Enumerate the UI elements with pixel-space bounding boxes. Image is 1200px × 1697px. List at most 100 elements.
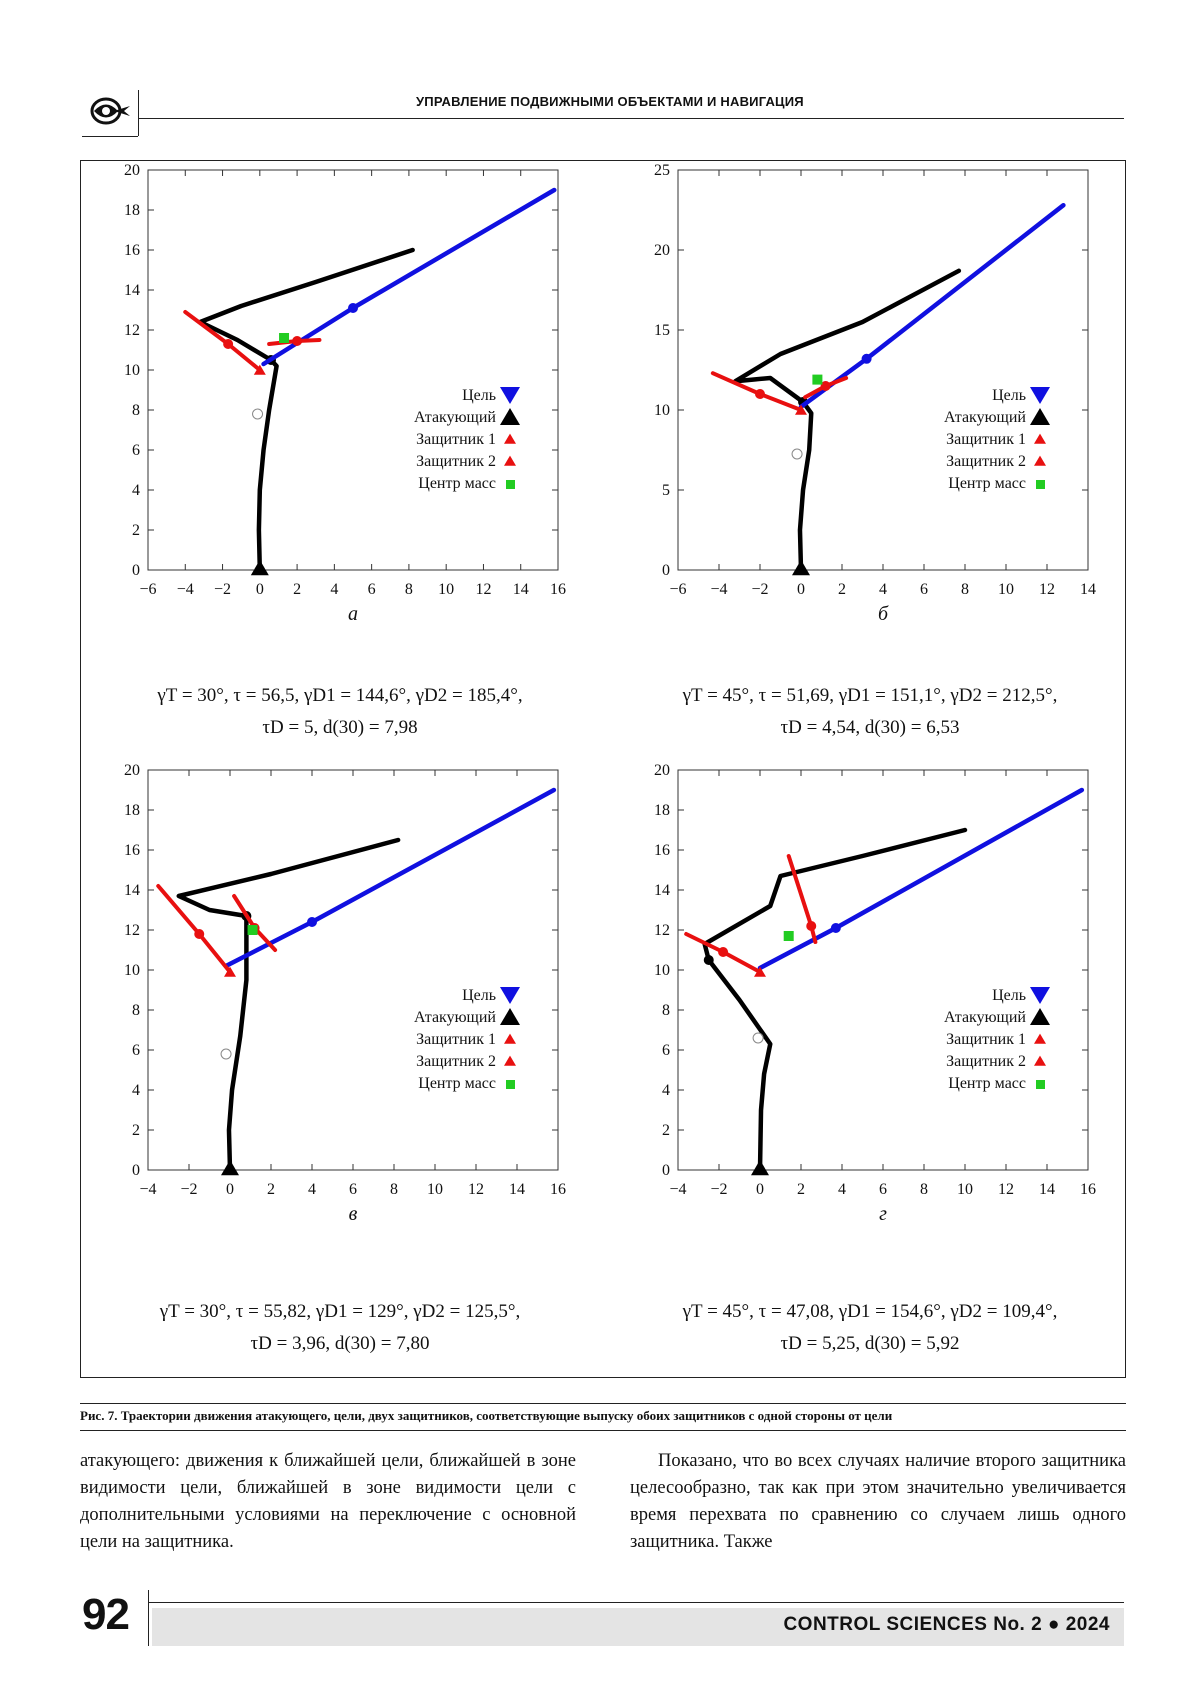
panel-a-params: γT = 30°, τ = 56,5, γD1 = 144,6°, γD2 = … bbox=[100, 680, 580, 744]
panel-letter: б bbox=[878, 603, 889, 625]
y-tick-label: 0 bbox=[662, 1162, 670, 1179]
panel-letter: в bbox=[349, 1203, 358, 1225]
y-tick-label: 4 bbox=[662, 1082, 670, 1099]
center-of-mass-marker bbox=[812, 375, 822, 385]
legend-marker-attacker bbox=[1030, 408, 1050, 425]
footer-divider bbox=[148, 1602, 1124, 1603]
panel-v-params: γT = 30°, τ = 55,82, γD1 = 129°, γD2 = 1… bbox=[100, 1296, 580, 1360]
x-tick-label: −4 bbox=[139, 1181, 156, 1198]
plot-area bbox=[678, 770, 1088, 1170]
y-tick-label: 20 bbox=[124, 762, 140, 779]
y-tick-label: 15 bbox=[654, 322, 670, 339]
x-tick-label: 4 bbox=[308, 1181, 316, 1198]
x-tick-label: −6 bbox=[669, 581, 686, 598]
y-tick-label: 16 bbox=[124, 242, 140, 259]
x-tick-label: 4 bbox=[879, 581, 887, 598]
series-line bbox=[264, 190, 555, 364]
series-line bbox=[200, 250, 412, 570]
x-tick-label: 2 bbox=[267, 1181, 275, 1198]
chart-panel-g: 02468101214161820−4−20246810121416ЦельАт… bbox=[630, 770, 1110, 1260]
x-tick-label: 12 bbox=[1039, 581, 1055, 598]
legend-label-center: Центр масс bbox=[418, 475, 496, 492]
y-tick-label: 14 bbox=[654, 882, 670, 899]
legend-label-defender1: Защитник 1 bbox=[946, 1031, 1026, 1048]
legend-label-defender2: Защитник 2 bbox=[416, 453, 496, 470]
plot-area bbox=[148, 770, 558, 1170]
center-of-mass-marker bbox=[279, 333, 289, 343]
series-marker bbox=[194, 929, 204, 939]
y-tick-label: 8 bbox=[132, 1002, 140, 1019]
x-tick-label: 6 bbox=[349, 1181, 357, 1198]
legend-label-defender2: Защитник 2 bbox=[946, 453, 1026, 470]
waypoint-marker bbox=[253, 409, 263, 419]
params-line-1: γT = 45°, τ = 51,69, γD1 = 151,1°, γD2 =… bbox=[630, 680, 1110, 712]
series-line bbox=[179, 840, 398, 1170]
series-line bbox=[705, 830, 965, 1170]
x-tick-label: 10 bbox=[957, 1181, 973, 1198]
center-of-mass-marker bbox=[248, 925, 258, 935]
y-tick-label: 2 bbox=[132, 522, 140, 539]
journal-logo-icon bbox=[84, 92, 132, 130]
series-marker bbox=[831, 923, 841, 933]
x-tick-label: 12 bbox=[468, 1181, 484, 1198]
x-tick-label: 2 bbox=[293, 581, 301, 598]
x-tick-label: −2 bbox=[180, 1181, 197, 1198]
params-line-2: τD = 5, d(30) = 7,98 bbox=[100, 712, 580, 744]
x-tick-label: 14 bbox=[1039, 1181, 1055, 1198]
x-tick-label: 8 bbox=[390, 1181, 398, 1198]
series-marker bbox=[806, 921, 816, 931]
attacker-start-marker bbox=[221, 1160, 239, 1175]
caption-rule-top bbox=[80, 1403, 1126, 1404]
x-tick-label: 8 bbox=[920, 1181, 928, 1198]
legend-marker-attacker bbox=[500, 408, 520, 425]
x-tick-label: 14 bbox=[509, 1181, 525, 1198]
series-line bbox=[801, 205, 1063, 407]
y-tick-label: 14 bbox=[124, 882, 140, 899]
attacker-start-marker bbox=[751, 1160, 769, 1175]
y-tick-label: 2 bbox=[662, 1122, 670, 1139]
y-tick-label: 14 bbox=[124, 282, 140, 299]
series-marker bbox=[704, 955, 714, 965]
header-divider bbox=[138, 118, 1124, 119]
y-tick-label: 20 bbox=[654, 242, 670, 259]
x-tick-label: −2 bbox=[751, 581, 768, 598]
legend-marker-defender1 bbox=[504, 1034, 516, 1044]
x-tick-label: 12 bbox=[998, 1181, 1014, 1198]
y-tick-label: 6 bbox=[132, 1042, 140, 1059]
legend-marker-center bbox=[506, 480, 515, 489]
x-tick-label: 8 bbox=[405, 581, 413, 598]
x-tick-label: 8 bbox=[961, 581, 969, 598]
params-line-2: τD = 3,96, d(30) = 7,80 bbox=[100, 1328, 580, 1360]
params-line-1: γT = 30°, τ = 56,5, γD1 = 144,6°, γD2 = … bbox=[100, 680, 580, 712]
legend-marker-attacker bbox=[1030, 1008, 1050, 1025]
series-marker bbox=[292, 336, 302, 346]
legend-label-target: Цель bbox=[992, 387, 1026, 404]
y-tick-label: 18 bbox=[124, 802, 140, 819]
series-marker bbox=[348, 303, 358, 313]
legend-marker-target bbox=[1030, 387, 1050, 404]
y-tick-label: 4 bbox=[132, 1082, 140, 1099]
x-tick-label: −6 bbox=[139, 581, 156, 598]
legend-label-attacker: Атакующий bbox=[414, 1009, 496, 1026]
attacker-start-marker bbox=[792, 560, 810, 575]
x-tick-label: −4 bbox=[669, 1181, 686, 1198]
series-marker bbox=[718, 947, 728, 957]
legend-label-defender1: Защитник 1 bbox=[416, 1031, 496, 1048]
y-tick-label: 25 bbox=[654, 162, 670, 179]
body-right-text: Показано, что во всех случаях наличие вт… bbox=[630, 1451, 1126, 1552]
legend-marker-defender1 bbox=[504, 434, 516, 444]
params-line-1: γT = 30°, τ = 55,82, γD1 = 129°, γD2 = 1… bbox=[100, 1296, 580, 1328]
legend-marker-center bbox=[506, 1080, 515, 1089]
x-tick-label: 10 bbox=[998, 581, 1014, 598]
legend-label-attacker: Атакующий bbox=[944, 1009, 1026, 1026]
x-tick-label: 16 bbox=[550, 581, 566, 598]
panel-letter: г bbox=[879, 1203, 887, 1225]
legend-label-center: Центр масс bbox=[948, 1075, 1026, 1092]
legend-label-defender1: Защитник 1 bbox=[416, 431, 496, 448]
y-tick-label: 2 bbox=[132, 1122, 140, 1139]
page-number: 92 bbox=[82, 1590, 129, 1640]
legend-marker-defender2 bbox=[1034, 1056, 1046, 1066]
x-tick-label: 4 bbox=[330, 581, 338, 598]
y-tick-label: 8 bbox=[662, 1002, 670, 1019]
x-tick-label: 0 bbox=[256, 581, 264, 598]
